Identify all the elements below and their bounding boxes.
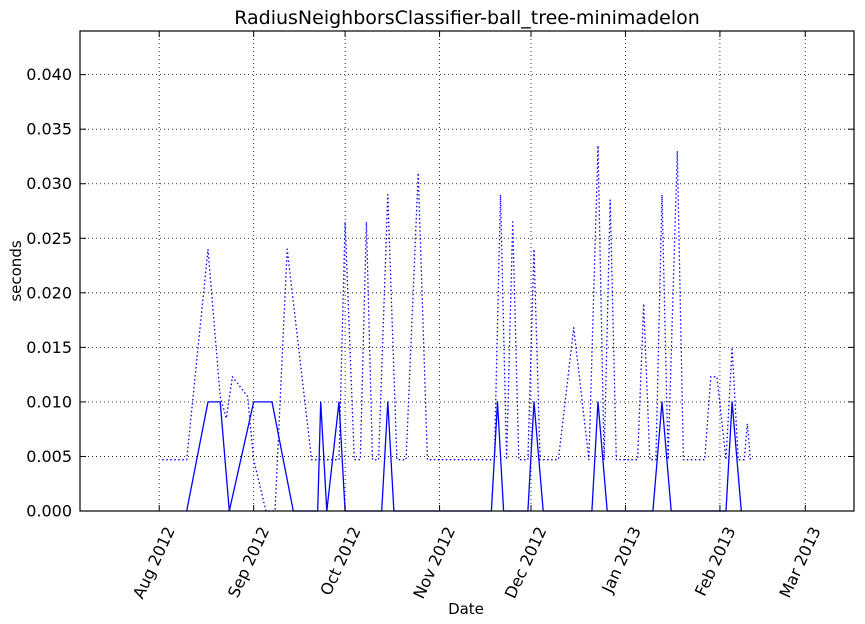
plot-frame	[79, 30, 855, 512]
x-axis-label: Date	[448, 600, 484, 618]
y-tick-label: 0.005	[26, 447, 72, 466]
y-tick-label: 0.015	[26, 338, 72, 357]
chart-title: RadiusNeighborsClassifier-ball_tree-mini…	[234, 7, 700, 29]
y-tick-label: 0.025	[26, 229, 72, 248]
y-tick-label: 0.000	[26, 502, 72, 521]
y-tick-label: 0.010	[26, 392, 72, 411]
y-tick-label: 0.030	[26, 174, 72, 193]
y-axis-label: seconds	[7, 240, 25, 301]
y-tick-label: 0.020	[26, 283, 72, 302]
y-tick-label: 0.040	[26, 65, 72, 84]
dotted-series-line	[162, 144, 752, 512]
y-tick-label: 0.035	[26, 120, 72, 139]
grid-lines	[80, 31, 854, 511]
